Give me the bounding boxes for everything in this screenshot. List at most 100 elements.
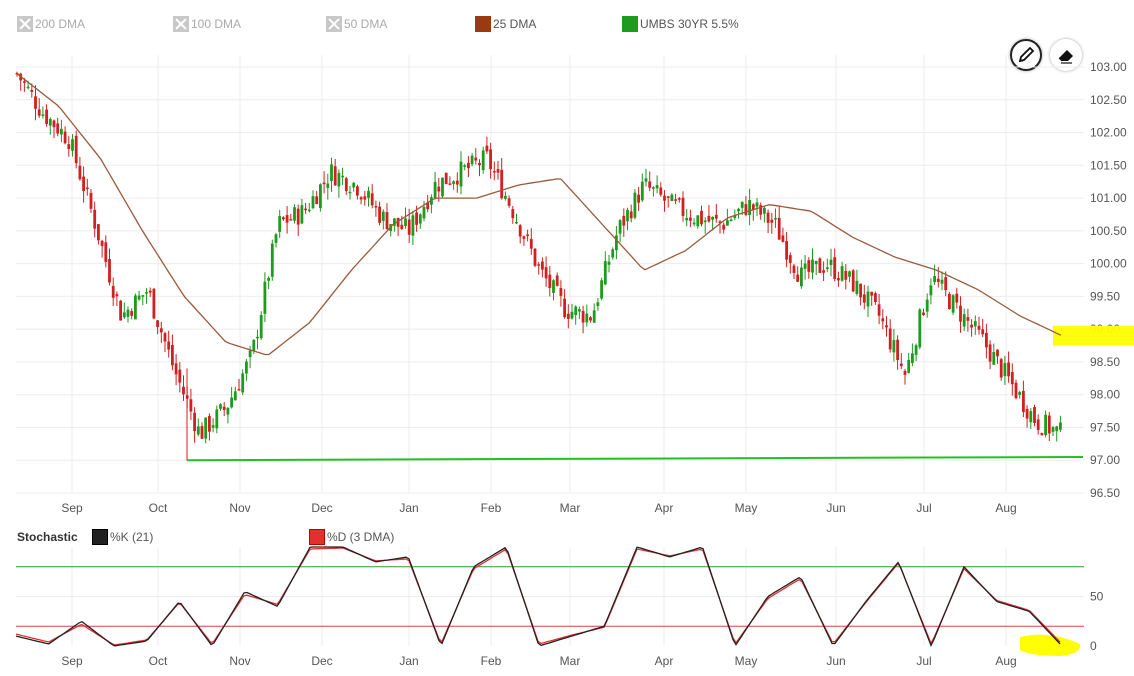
candle — [548, 274, 552, 289]
unchecked-box-icon[interactable] — [17, 16, 33, 32]
candle — [23, 81, 26, 83]
candle — [766, 212, 770, 223]
color-swatch-icon[interactable] — [622, 16, 638, 32]
candle — [899, 363, 903, 367]
candle — [97, 224, 100, 241]
color-swatch-icon[interactable] — [309, 529, 325, 545]
candle — [115, 294, 119, 297]
candle — [737, 208, 740, 212]
unchecked-box-icon[interactable] — [326, 16, 342, 32]
candle — [496, 169, 500, 173]
x-tick-label: Nov — [229, 654, 250, 668]
candle — [907, 359, 911, 373]
candle — [529, 238, 533, 249]
y-tick-label: 97.50 — [1090, 420, 1120, 434]
candle — [259, 314, 263, 339]
candle — [108, 259, 111, 283]
eraser-icon — [1058, 50, 1073, 64]
candle — [26, 86, 30, 89]
candle — [145, 292, 148, 294]
candle — [304, 208, 307, 211]
candle — [178, 369, 182, 383]
candle — [663, 195, 666, 201]
candle — [189, 399, 193, 412]
candle — [555, 275, 559, 286]
candle — [122, 312, 126, 318]
candle — [885, 325, 888, 328]
eraser-button[interactable] — [1050, 39, 1082, 71]
legend-200-dma[interactable]: 200 DMA — [17, 16, 85, 32]
candle — [970, 324, 973, 328]
candle — [163, 333, 167, 342]
candle — [925, 299, 929, 312]
unchecked-box-icon[interactable] — [173, 16, 189, 32]
candle — [100, 240, 104, 246]
candle — [781, 235, 785, 242]
candle — [596, 302, 600, 307]
legend-umbs[interactable]: UMBS 30YR 5.5% — [622, 16, 739, 32]
candle — [792, 265, 796, 274]
candle — [526, 234, 529, 236]
y-tick-label: 101.00 — [1090, 191, 1127, 205]
candle — [807, 260, 811, 272]
candle — [241, 373, 245, 393]
candle — [674, 199, 677, 201]
candle — [559, 288, 563, 296]
candle — [936, 278, 940, 282]
candle — [370, 193, 374, 206]
color-swatch-icon[interactable] — [475, 16, 491, 32]
candle — [874, 293, 877, 302]
candle — [233, 391, 237, 401]
candle — [352, 182, 356, 188]
candle — [470, 155, 474, 165]
candle — [1044, 414, 1047, 436]
x-tick-label: Apr — [655, 654, 674, 668]
candle — [626, 209, 629, 222]
candle — [611, 249, 615, 258]
y-tick-label: 50 — [1090, 590, 1104, 604]
candle — [82, 176, 85, 192]
candle — [574, 306, 578, 316]
x-tick-label: Feb — [481, 501, 502, 515]
candle — [141, 295, 145, 297]
candle — [800, 267, 803, 287]
candle — [811, 259, 814, 273]
candle — [803, 263, 807, 269]
candle — [67, 144, 71, 150]
candle — [315, 196, 319, 205]
candle — [933, 276, 936, 283]
candle — [655, 185, 659, 189]
candle — [929, 285, 933, 296]
candle — [589, 317, 592, 321]
candle — [922, 312, 925, 316]
candle — [796, 274, 800, 282]
candle — [592, 310, 596, 323]
candle — [862, 294, 866, 303]
candle — [544, 267, 548, 279]
legend-d[interactable]: %D (3 DMA) — [309, 529, 394, 545]
candle — [89, 192, 93, 209]
candle — [256, 336, 259, 339]
legend-k[interactable]: %K (21) — [92, 529, 153, 545]
candle — [452, 181, 455, 185]
candle — [859, 283, 862, 298]
legend-50-dma[interactable]: 50 DMA — [326, 16, 387, 32]
candle — [652, 187, 655, 189]
pencil-button[interactable] — [1010, 39, 1042, 71]
candle — [992, 351, 996, 365]
legend-25-dma[interactable]: 25 DMA — [475, 16, 536, 32]
x-tick-label: Sep — [61, 501, 83, 515]
candle — [622, 215, 626, 226]
legend-100-dma[interactable]: 100 DMA — [173, 16, 241, 32]
candle — [755, 202, 759, 207]
candle — [892, 340, 896, 353]
x-tick-label: Jan — [399, 654, 418, 668]
candle — [56, 123, 60, 134]
color-swatch-icon[interactable] — [92, 529, 108, 545]
candle — [319, 184, 322, 209]
candle — [463, 165, 467, 167]
candle — [418, 214, 422, 224]
candle — [278, 216, 282, 232]
candle — [507, 198, 511, 206]
